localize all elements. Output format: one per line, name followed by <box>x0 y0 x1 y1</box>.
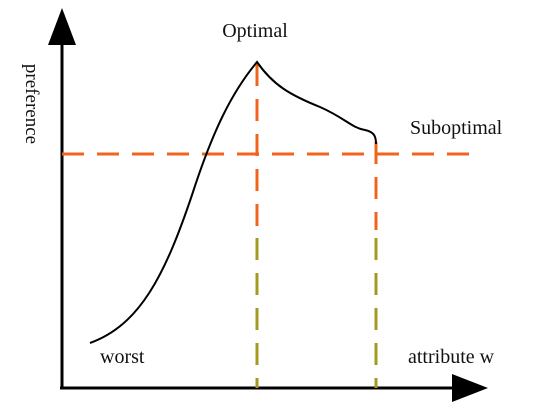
y-axis-arrowhead <box>48 8 76 45</box>
x-axis-label: attribute w <box>408 346 495 368</box>
suboptimal-label: Suboptimal <box>410 117 503 139</box>
x-axis-arrowhead <box>452 374 488 402</box>
y-axis-label: preference <box>21 64 42 144</box>
worst-label: worst <box>100 346 145 368</box>
preference-curve <box>89 60 377 344</box>
optimal-label: Optimal <box>222 20 288 42</box>
